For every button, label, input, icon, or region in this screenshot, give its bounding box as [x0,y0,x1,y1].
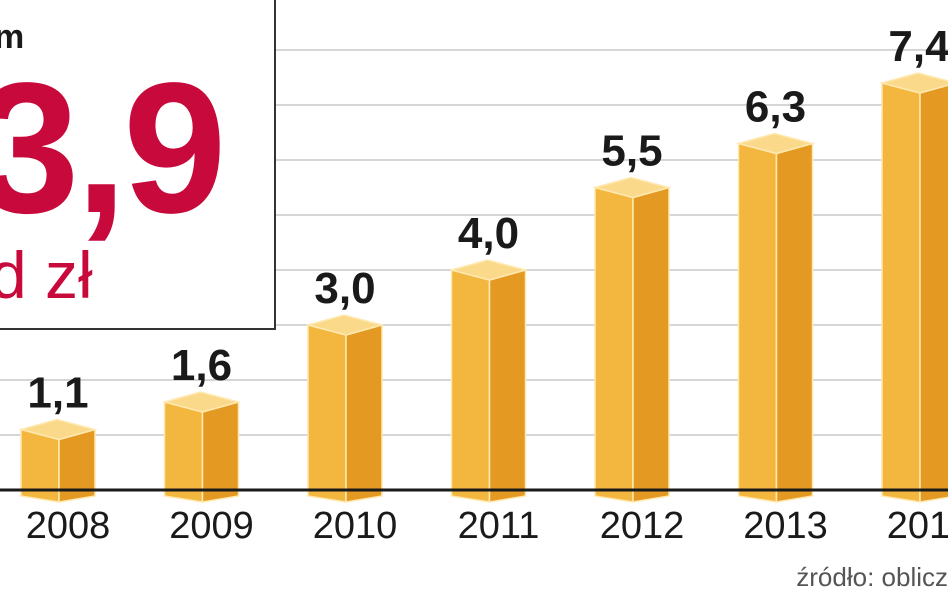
bar-side-face [345,324,383,503]
value-label: 5,5 [601,127,662,176]
bars [18,72,948,503]
bar-2009 [161,391,242,503]
callout-sub-text: d zł [0,238,93,312]
bar-front-face [737,142,778,503]
bar-top-face [161,391,242,413]
x-tick-label: 2009 [169,505,254,547]
value-label: 1,6 [171,341,232,390]
value-label: 6,3 [745,83,806,132]
bar-2012 [592,176,672,503]
bar-side-face [201,401,240,503]
value-label: 1,1 [27,369,88,418]
bar-top-face [18,418,98,441]
bar-2008 [18,418,98,503]
bar-front-face [881,82,921,503]
bar-top-face [879,72,948,94]
bar-front-face [594,186,634,503]
x-tick-label: 2013 [743,505,828,547]
bar-2010 [305,314,385,503]
bar-2013 [735,132,816,503]
value-labels: 1,1 1,6 3,0 4,0 5,5 6,3 7,4 [27,22,948,418]
bar-side-face [919,84,948,503]
value-label: 3,0 [314,264,375,313]
x-tick-label: 2011 [458,505,540,547]
x-tick-label: 2010 [313,505,398,547]
bar-front-face [163,401,204,503]
x-tick-label: 2014 [887,505,948,547]
x-tick-label: 2012 [600,505,685,547]
bar-2011 [448,259,529,503]
bar-top-face [305,314,385,336]
x-tick-label: 2008 [26,505,111,547]
bar-front-face [450,269,491,503]
source-note: źródło: oblicz [796,562,948,592]
bar-front-face [307,324,347,503]
callout-big-value: 3,9 [0,45,227,252]
value-label: 7,4 [888,22,948,71]
bar-top-face [592,176,672,199]
callout-unit-text: m [0,18,25,56]
bar-side-face [775,142,814,503]
summary-callout: m 3,9 d zł [0,0,276,330]
bar-side-face [488,269,527,503]
bar-top-face [735,132,816,155]
bar-side-face [632,186,670,503]
bar-2014 [879,72,948,503]
x-tick-labels: 2008 2009 2010 2011 2012 2013 2014 [26,505,948,547]
value-label: 4,0 [458,209,519,258]
bar-top-face [448,259,529,281]
